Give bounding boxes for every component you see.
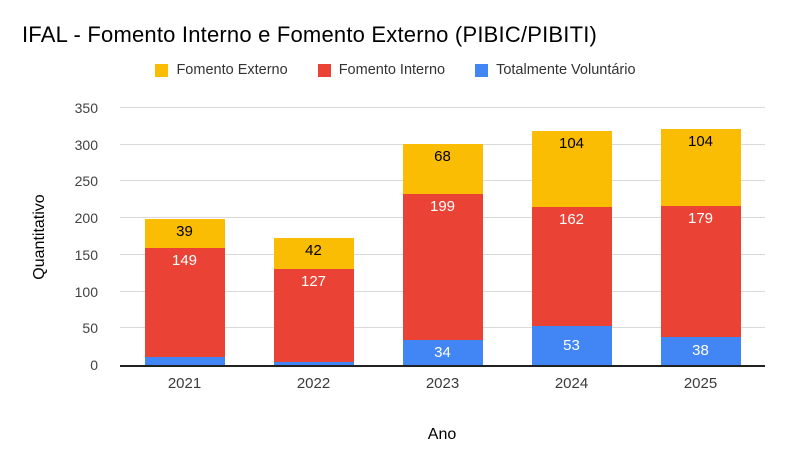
- bar-segment-fomento-interno[interactable]: 149: [144, 247, 225, 357]
- y-axis: 0 50 100 150 200 250 300 350: [0, 100, 110, 373]
- bar-value-label: 39: [176, 222, 193, 240]
- y-tick-label: 150: [74, 246, 98, 263]
- bar-value-label: 162: [558, 211, 585, 229]
- y-tick-label: 100: [74, 283, 98, 300]
- bar-value-label: 34: [434, 343, 451, 361]
- bar-segment-totalmente-volunt-rio[interactable]: 34: [402, 340, 483, 365]
- legend-swatch-icon: [155, 63, 169, 77]
- gridline: [120, 107, 765, 108]
- bar-column: 4127422022: [249, 108, 378, 392]
- bar-segment-fomento-interno[interactable]: 179: [660, 205, 741, 338]
- legend: Fomento Externo Fomento Interno Totalmente…: [0, 62, 791, 78]
- x-tick-label: 2023: [425, 375, 460, 392]
- bar-value-label: 53: [563, 336, 580, 354]
- x-tick-label: 2024: [554, 375, 589, 392]
- legend-swatch-icon: [475, 63, 489, 77]
- legend-item-label: Fomento Externo: [176, 62, 288, 78]
- bar-segment-totalmente-volunt-rio[interactable]: [144, 356, 225, 365]
- x-tick-label: 2025: [683, 375, 718, 392]
- y-tick-label: 50: [82, 320, 98, 337]
- y-tick-label: 350: [74, 100, 98, 116]
- bar-column: 38 179 104 2025: [636, 108, 765, 392]
- bar-value-label: 104: [558, 134, 585, 152]
- bar-segment-totalmente-volunt-rio[interactable]: [273, 362, 354, 365]
- legend-item[interactable]: Totalmente Voluntário: [475, 62, 636, 78]
- y-tick-label: 300: [74, 136, 98, 153]
- bar-value-label: 68: [434, 148, 451, 165]
- bar-value-label: 127: [300, 272, 327, 290]
- bar-segment-fomento-interno[interactable]: 127: [273, 268, 354, 363]
- x-tick-label: 2022: [296, 375, 331, 392]
- plot-area: 1114939202141274220223419968202353162104…: [120, 107, 765, 392]
- bar-value-label: 179: [687, 209, 714, 227]
- legend-item-label: Totalmente Voluntário: [496, 62, 636, 78]
- bar-segment-fomento-externo[interactable]: 104: [660, 129, 741, 206]
- bar-segment-fomento-externo[interactable]: 42: [273, 237, 354, 269]
- bar-column: 11149392021: [120, 108, 249, 392]
- bar-value-label: 38: [692, 342, 709, 360]
- bar-segment-fomento-interno[interactable]: 199: [402, 193, 483, 341]
- legend-item-label: Fomento Interno: [338, 62, 446, 78]
- legend-item[interactable]: Fomento Externo: [155, 62, 288, 78]
- y-tick-label: 250: [74, 173, 98, 190]
- x-axis-title: Ano: [427, 426, 457, 443]
- legend-swatch-icon: [317, 63, 331, 77]
- legend-item[interactable]: Fomento Interno: [317, 62, 446, 78]
- y-tick-label: 0: [90, 357, 98, 373]
- bar-value-label: 149: [171, 251, 198, 269]
- chart-title: IFAL - Fomento Interno e Fomento Externo…: [22, 22, 598, 47]
- y-tick-label: 200: [74, 210, 98, 227]
- bar-segment-fomento-externo[interactable]: 104: [531, 130, 612, 208]
- bar-segment-totalmente-volunt-rio[interactable]: 53: [531, 326, 612, 365]
- bar-segment-fomento-interno[interactable]: 162: [531, 207, 612, 327]
- x-tick-label: 2021: [167, 375, 202, 392]
- bar-segment-totalmente-volunt-rio[interactable]: 38: [660, 337, 741, 365]
- bar-value-label: 42: [305, 241, 322, 259]
- bar-value-label: 199: [429, 197, 456, 215]
- bar-segment-fomento-externo[interactable]: 39: [144, 218, 225, 248]
- bar-segment-fomento-externo[interactable]: 68: [402, 144, 483, 194]
- bar-value-label: 104: [687, 133, 714, 151]
- bar-column: 34 199 68 2023: [378, 108, 507, 392]
- bar-column: 53 162 104 2024: [507, 108, 636, 392]
